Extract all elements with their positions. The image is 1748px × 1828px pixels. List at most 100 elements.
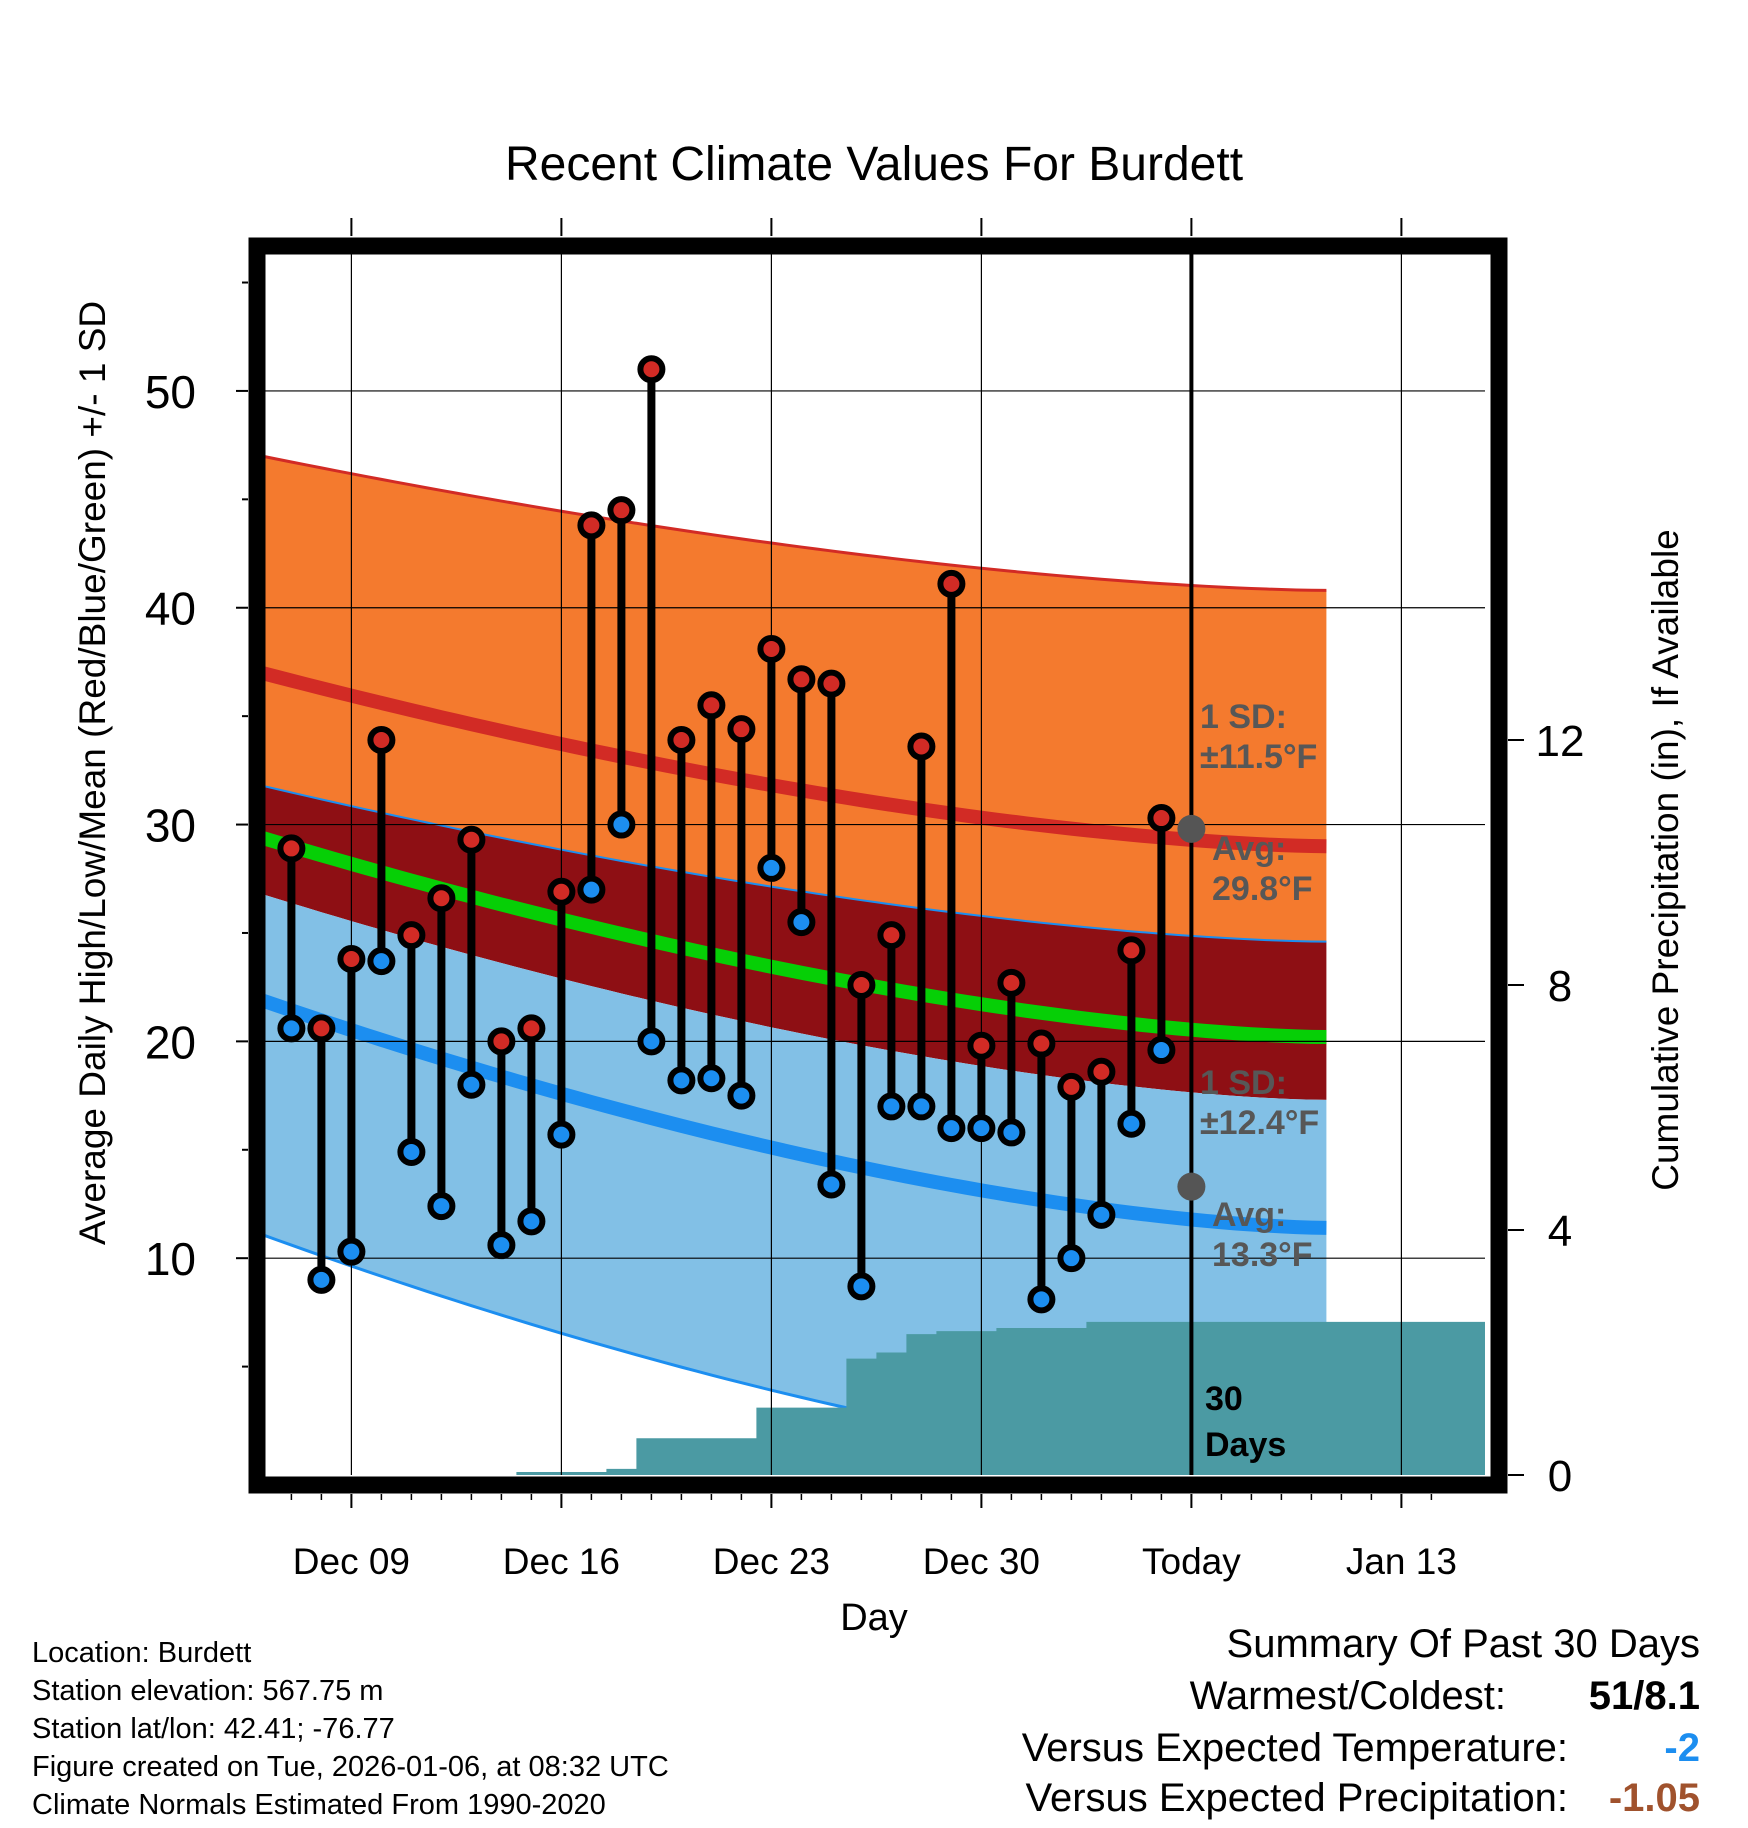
daily-low-point <box>667 1066 696 1095</box>
daily-low-point <box>847 1272 876 1301</box>
y2-tick-label: 8 <box>1548 962 1572 1011</box>
summary-warmest-label: Warmest/Coldest: <box>1189 1674 1506 1718</box>
daily-low-point <box>277 1014 306 1043</box>
info-latlon: Station lat/lon: 42.41; -76.77 <box>32 1713 395 1745</box>
daily-high-point <box>277 834 306 863</box>
x-tick-label: Dec 30 <box>923 1541 1040 1582</box>
y2-axis-label: Cumulative Precipitation (in), If Availa… <box>1645 529 1686 1191</box>
daily-high-point <box>397 921 426 950</box>
daily-high-point <box>697 691 726 720</box>
y-tick-label: 10 <box>145 1233 196 1285</box>
y2-tick-label: 0 <box>1548 1452 1572 1501</box>
summary-warmest-value: 51/8.1 <box>1588 1674 1700 1718</box>
daily-low-point <box>1087 1200 1116 1229</box>
x-tick-label: Today <box>1142 1541 1241 1582</box>
daily-high-point <box>667 726 696 754</box>
info-normals: Climate Normals Estimated From 1990-2020 <box>32 1789 606 1821</box>
daily-high-point <box>817 669 846 698</box>
daily-low-point <box>697 1064 726 1093</box>
daily-low-point <box>487 1231 516 1260</box>
daily-low-point <box>1057 1244 1086 1273</box>
daily-low-point <box>607 810 636 839</box>
daily-high-point <box>457 825 486 854</box>
daily-low-point <box>637 1027 666 1056</box>
daily-low-point <box>457 1070 486 1099</box>
daily-low-point <box>787 908 816 937</box>
x-tick-label: Dec 23 <box>713 1541 830 1582</box>
daily-high-point <box>1057 1072 1086 1101</box>
daily-high-point <box>307 1014 336 1043</box>
y-tick-label: 40 <box>145 583 196 635</box>
daily-low-point <box>397 1137 426 1166</box>
daily-low-point <box>547 1120 576 1149</box>
daily-low-point <box>817 1170 846 1199</box>
plot-frame <box>248 237 1508 1494</box>
high-upper-edge <box>265 455 1327 592</box>
daily-high-point <box>547 877 576 906</box>
daily-low-point <box>1147 1036 1176 1065</box>
daily-low-point <box>427 1192 456 1221</box>
low-avg-dot <box>1177 1172 1206 1201</box>
chart-title: Recent Climate Values For Burdett <box>505 138 1243 191</box>
daily-high-point <box>727 715 756 744</box>
high-sd-annotation: 1 SD: ±11.5°F <box>1200 698 1317 776</box>
x-axis-label: Day <box>840 1597 908 1639</box>
daily-high-point <box>607 496 636 525</box>
summary-temp-value: -2 <box>1664 1726 1700 1770</box>
daily-high-point <box>427 884 456 913</box>
period-annotation: 30 Days <box>1205 1380 1286 1464</box>
normal-high-line <box>265 666 1327 854</box>
station-info: Location: Burdett Station elevation: 567… <box>32 1634 669 1824</box>
daily-high-point <box>937 569 966 598</box>
daily-high-point <box>367 726 396 754</box>
daily-high-point <box>967 1031 996 1060</box>
y2-tick-label: 4 <box>1548 1207 1572 1256</box>
daily-high-point <box>1147 804 1176 833</box>
daily-low-point <box>907 1092 936 1121</box>
daily-high-point <box>637 355 666 384</box>
x-tick-label: Dec 09 <box>293 1541 410 1582</box>
daily-high-point <box>757 634 786 663</box>
daily-low-point <box>1117 1109 1146 1138</box>
daily-high-point <box>787 665 816 694</box>
daily-low-point <box>577 875 606 904</box>
precipitation-area <box>265 1321 1485 1475</box>
daily-low-point <box>967 1114 996 1143</box>
y-tick-label: 30 <box>145 800 196 852</box>
high-avg-annotation: Avg: 29.8°F <box>1212 830 1313 908</box>
daily-high-point <box>847 971 876 999</box>
y-tick-label: 50 <box>145 366 196 418</box>
info-created: Figure created on Tue, 2026-01-06, at 08… <box>32 1751 669 1783</box>
y-axis-label: Average Daily High/Low/Mean (Red/Blue/Gr… <box>72 301 113 1245</box>
info-elevation: Station elevation: 567.75 m <box>32 1675 384 1707</box>
daily-high-point <box>1087 1057 1116 1086</box>
daily-high-point <box>337 944 366 973</box>
daily-low-point <box>937 1114 966 1143</box>
daily-high-point <box>517 1014 546 1043</box>
summary-title: Summary Of Past 30 Days <box>1226 1622 1700 1666</box>
daily-high-point <box>877 921 906 950</box>
daily-high-point <box>907 732 936 761</box>
high-sd-band <box>265 456 1327 942</box>
summary-temp-label: Versus Expected Temperature: <box>1021 1726 1568 1770</box>
high-avg-dot <box>1177 814 1206 843</box>
daily-low-point <box>337 1237 366 1266</box>
daily-high-point <box>1027 1029 1056 1058</box>
daily-low-point <box>307 1265 336 1294</box>
y2-tick-label: 12 <box>1536 717 1585 766</box>
daily-high-point <box>997 968 1026 997</box>
info-location: Location: Burdett <box>32 1637 252 1669</box>
low-sd-annotation: 1 SD: ±12.4°F <box>1200 1064 1319 1142</box>
daily-low-point <box>517 1207 546 1236</box>
daily-low-point <box>727 1081 756 1110</box>
daily-high-point <box>1117 936 1146 965</box>
daily-high-point <box>487 1027 516 1056</box>
daily-low-point <box>367 947 396 976</box>
daily-low-point <box>1027 1285 1056 1314</box>
summary-precip-value: -1.05 <box>1608 1776 1700 1820</box>
daily-low-point <box>757 853 786 882</box>
x-tick-label: Dec 16 <box>503 1541 620 1582</box>
low-avg-annotation: Avg: 13.3°F <box>1212 1196 1313 1274</box>
daily-low-point <box>877 1092 906 1121</box>
